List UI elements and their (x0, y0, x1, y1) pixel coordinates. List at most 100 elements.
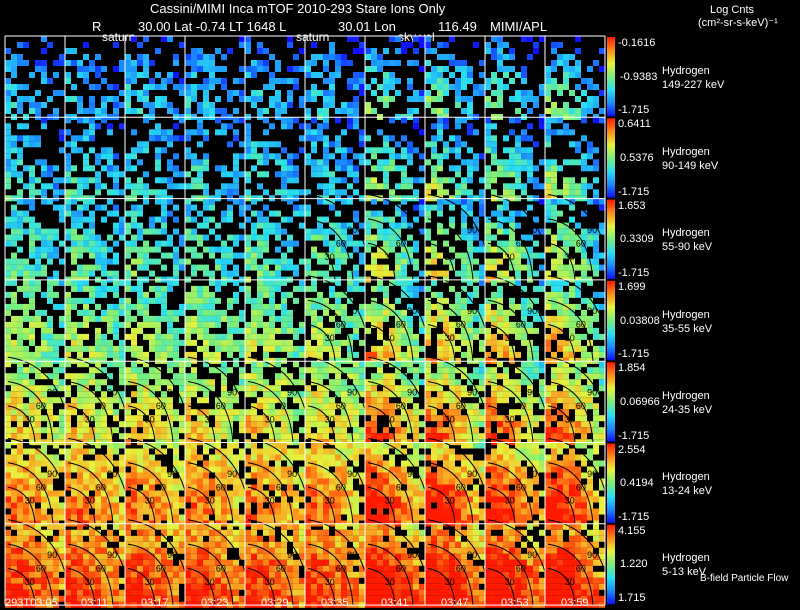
time-tick-label: 03:29 (261, 597, 289, 610)
contour-label: 30 (385, 252, 395, 262)
time-tick-label: 03:17 (141, 597, 169, 610)
contour-label: 30 (25, 577, 35, 587)
contour-label: 30 (145, 577, 155, 587)
contour-label: 60 (96, 482, 106, 492)
energy-range-label: 35-55 keV (662, 323, 712, 336)
heatmap-panel (65, 42, 125, 120)
contour-label: 30 (565, 496, 575, 506)
contour-label: 60 (276, 564, 286, 574)
scale-mid-value: 0.4194 (620, 477, 654, 490)
heatmap-panel (245, 280, 305, 364)
contour-label: 30 (85, 577, 95, 587)
contour-label: 30 (265, 414, 275, 424)
heatmap-panel (185, 36, 245, 120)
scale-mid-value: -0.9383 (620, 71, 657, 84)
contour-label: 90 (47, 550, 57, 560)
contour-label: 60 (156, 482, 166, 492)
contour-label: 60 (456, 238, 466, 248)
heatmap-panel (485, 36, 545, 120)
contour-label: 30 (565, 252, 575, 262)
contour-label: 60 (216, 401, 226, 411)
heatmap-panel (5, 36, 65, 120)
scale-max-value: -0.1616 (618, 37, 655, 50)
contour-label: 30 (385, 414, 395, 424)
heatmap-panel (65, 280, 125, 364)
contour-label: 30 (85, 496, 95, 506)
contour-label: 90 (467, 388, 477, 398)
scale-max-value: 0.6411 (618, 118, 651, 131)
heatmap-panel (245, 36, 305, 120)
colorbar (607, 200, 615, 279)
contour-label: 60 (36, 401, 46, 411)
scale-max-value: 1.854 (618, 362, 646, 375)
time-tick-label: 03:47 (441, 597, 469, 610)
species-label: Hydrogen (662, 390, 710, 403)
contour-label: 30 (505, 414, 515, 424)
colorbar (607, 362, 615, 441)
scale-max-value: 4.155 (618, 525, 646, 538)
contour-label: 60 (516, 564, 526, 574)
time-tick-label: 03:35 (321, 597, 349, 610)
scale-min-value: -1.715 (618, 267, 649, 280)
contour-label: 30 (505, 577, 515, 587)
time-tick-label: 03:59 (561, 597, 589, 610)
contour-label: 30 (445, 333, 455, 343)
colorbar (607, 444, 615, 523)
contour-label: 90 (527, 550, 537, 560)
contour-label: 60 (336, 320, 346, 330)
contour-label: 60 (156, 564, 166, 574)
contour-label: 90 (227, 388, 237, 398)
heatmap-panel (485, 117, 545, 201)
contour-label: 60 (396, 238, 406, 248)
contour-label: 30 (445, 496, 455, 506)
contour-label: 30 (565, 577, 575, 587)
contour-label: 90 (407, 550, 417, 560)
contour-label: 90 (347, 306, 357, 316)
contour-label: 60 (396, 564, 406, 574)
energy-range-label: 90-149 keV (662, 160, 718, 173)
heatmap-panel (185, 199, 245, 283)
contour-label: 30 (85, 414, 95, 424)
time-tick-label: 03:53 (501, 597, 529, 610)
scale-max-value: 1.699 (618, 281, 646, 294)
contour-label: 90 (587, 306, 597, 316)
heatmap-panel (365, 117, 425, 201)
heatmap-panel (185, 280, 245, 364)
bfield-particle-flow-label: B-field Particle Flow (700, 572, 788, 585)
heatmap-panel (65, 199, 125, 283)
heatmap-panel (125, 199, 185, 283)
heatmap-panel (305, 36, 365, 120)
contour-label: 60 (36, 482, 46, 492)
heatmap-panel (545, 36, 605, 120)
energy-range-label: 13-24 keV (662, 485, 712, 498)
contour-label: 60 (96, 564, 106, 574)
heatmap-panel (545, 117, 605, 201)
contour-label: 90 (227, 469, 237, 479)
contour-label: 60 (456, 482, 466, 492)
contour-label: 90 (347, 388, 357, 398)
heatmap-panel (5, 280, 65, 364)
contour-label: 90 (347, 550, 357, 560)
contour-label: 30 (505, 333, 515, 343)
contour-label: 30 (565, 333, 575, 343)
contour-label: 90 (467, 469, 477, 479)
contour-label: 60 (576, 482, 586, 492)
heatmap-panel (125, 280, 185, 364)
contour-label: 90 (167, 550, 177, 560)
contour-label: 60 (576, 320, 586, 330)
species-label: Hydrogen (662, 309, 710, 322)
contour-label: 30 (385, 577, 395, 587)
contour-label: 90 (47, 469, 57, 479)
time-tick-label: 03:41 (381, 597, 409, 610)
contour-label: 60 (276, 401, 286, 411)
contour-label: 90 (587, 469, 597, 479)
scale-mid-value: 1.220 (620, 558, 648, 571)
scale-mid-value: 0.03808 (620, 315, 660, 328)
time-tick-label: 293T03:05 (5, 597, 58, 610)
contour-label: 90 (527, 388, 537, 398)
contour-label: 90 (287, 550, 297, 560)
contour-label: 60 (456, 320, 466, 330)
contour-label: 60 (516, 482, 526, 492)
scale-min-value: -1.715 (618, 348, 649, 361)
contour-label: 90 (347, 225, 357, 235)
